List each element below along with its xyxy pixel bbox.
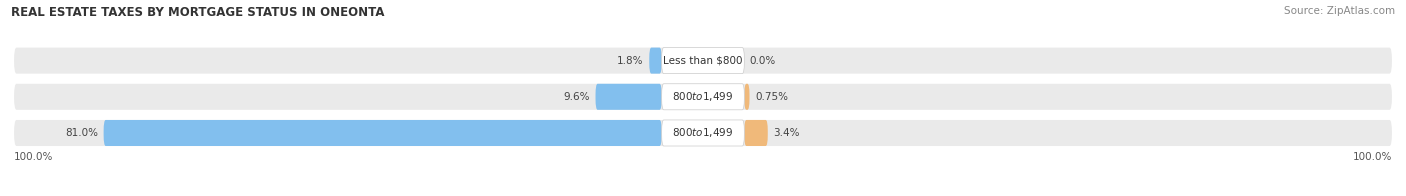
- Text: 3.4%: 3.4%: [773, 128, 800, 138]
- FancyBboxPatch shape: [14, 120, 1392, 146]
- Text: 81.0%: 81.0%: [65, 128, 98, 138]
- FancyBboxPatch shape: [650, 48, 662, 74]
- FancyBboxPatch shape: [14, 84, 1392, 110]
- FancyBboxPatch shape: [744, 120, 768, 146]
- Text: $800 to $1,499: $800 to $1,499: [672, 126, 734, 140]
- FancyBboxPatch shape: [596, 84, 662, 110]
- Text: 1.8%: 1.8%: [617, 56, 644, 66]
- Text: 0.0%: 0.0%: [749, 56, 776, 66]
- Text: Source: ZipAtlas.com: Source: ZipAtlas.com: [1284, 6, 1395, 16]
- Text: 100.0%: 100.0%: [1353, 152, 1392, 162]
- Text: $800 to $1,499: $800 to $1,499: [672, 90, 734, 103]
- FancyBboxPatch shape: [104, 120, 662, 146]
- Text: REAL ESTATE TAXES BY MORTGAGE STATUS IN ONEONTA: REAL ESTATE TAXES BY MORTGAGE STATUS IN …: [11, 6, 385, 19]
- Text: 9.6%: 9.6%: [564, 92, 591, 102]
- FancyBboxPatch shape: [744, 84, 749, 110]
- Text: 0.75%: 0.75%: [755, 92, 787, 102]
- FancyBboxPatch shape: [14, 48, 1392, 74]
- FancyBboxPatch shape: [662, 120, 744, 146]
- FancyBboxPatch shape: [662, 84, 744, 110]
- Text: 100.0%: 100.0%: [14, 152, 53, 162]
- Text: Less than $800: Less than $800: [664, 56, 742, 66]
- FancyBboxPatch shape: [662, 48, 744, 74]
